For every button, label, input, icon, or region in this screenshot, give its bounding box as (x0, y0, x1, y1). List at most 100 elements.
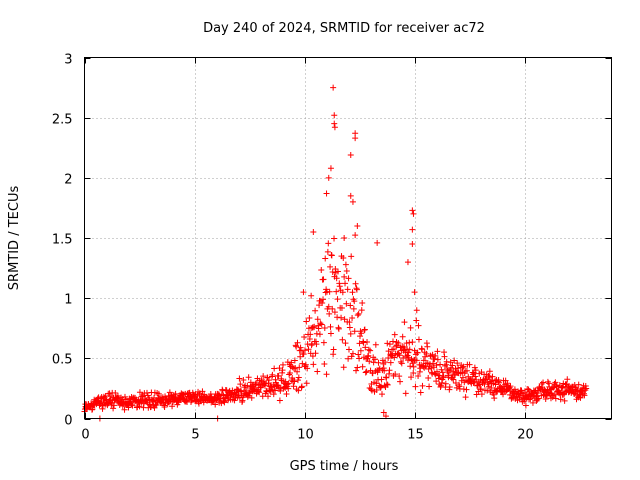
data-point (335, 325, 342, 332)
data-point (333, 288, 340, 295)
data-point (144, 392, 151, 399)
data-point (529, 399, 536, 406)
data-point (378, 376, 385, 383)
data-point (320, 296, 327, 303)
data-point (289, 364, 296, 371)
data-point (472, 373, 479, 380)
data-point (340, 255, 347, 262)
data-point (294, 368, 301, 375)
data-point (237, 381, 244, 388)
data-point (285, 380, 292, 387)
data-point (415, 372, 422, 379)
data-point (366, 358, 373, 365)
data-point (371, 356, 378, 363)
data-point (351, 298, 358, 305)
data-point (329, 268, 336, 275)
data-point (271, 365, 278, 372)
data-point (429, 351, 436, 358)
data-point (544, 392, 551, 399)
data-point (297, 353, 304, 360)
data-point (166, 389, 173, 396)
data-point (383, 381, 390, 388)
x-tick-label: 20 (517, 428, 534, 443)
data-point (360, 339, 367, 346)
data-point (310, 361, 317, 368)
data-point (473, 391, 480, 398)
data-point (486, 374, 493, 381)
data-point (334, 314, 341, 321)
data-point (199, 388, 206, 395)
data-point (434, 368, 441, 375)
data-point (336, 283, 343, 290)
data-point (310, 228, 317, 235)
data-point (362, 369, 369, 376)
data-point (107, 393, 114, 400)
data-point (295, 374, 302, 381)
data-point (288, 359, 295, 366)
data-point (303, 318, 310, 325)
data-point (378, 383, 385, 390)
data-point (575, 381, 582, 388)
data-point (534, 396, 541, 403)
data-point (161, 404, 168, 411)
data-point (375, 359, 382, 366)
data-point (306, 315, 313, 322)
x-tick-label: 10 (297, 428, 314, 443)
data-point (304, 365, 311, 372)
data-point (331, 309, 338, 316)
data-point (459, 374, 466, 381)
data-point (315, 325, 322, 332)
data-point (421, 364, 428, 371)
data-point (386, 367, 393, 374)
data-point (487, 389, 494, 396)
data-point (354, 312, 361, 319)
data-point (561, 397, 568, 404)
data-point (385, 355, 392, 362)
data-point (350, 305, 357, 312)
data-point (344, 286, 351, 293)
data-point (368, 387, 375, 394)
data-point (471, 364, 478, 371)
data-point (322, 255, 329, 262)
data-point (331, 235, 338, 242)
data-point (491, 395, 498, 402)
data-point (492, 381, 499, 388)
data-point (343, 267, 350, 274)
data-point (396, 352, 403, 359)
data-point (349, 350, 356, 357)
data-point (286, 371, 293, 378)
data-point (351, 328, 358, 335)
data-point (434, 348, 441, 355)
data-point (354, 222, 361, 229)
y-tick-label: 1 (64, 293, 72, 308)
data-point (410, 370, 417, 377)
data-point (260, 373, 267, 380)
data-point (437, 361, 444, 368)
data-point (403, 340, 410, 347)
data-point (341, 273, 348, 280)
data-point (331, 120, 338, 127)
data-point (558, 384, 565, 391)
data-point (294, 339, 301, 346)
data-point (353, 367, 360, 374)
data-point (341, 316, 348, 323)
data-point (405, 354, 412, 361)
data-point (380, 409, 387, 416)
data-point (329, 305, 336, 312)
data-point (522, 402, 529, 409)
data-point (352, 135, 359, 142)
data-point (392, 371, 399, 378)
data-point (485, 372, 492, 379)
data-point (326, 288, 333, 295)
data-point (415, 322, 422, 329)
data-point (372, 341, 379, 348)
data-point (462, 394, 469, 401)
data-point (289, 374, 296, 381)
data-point (314, 368, 321, 375)
data-point (540, 379, 547, 386)
data-point (324, 248, 331, 255)
data-point (420, 357, 427, 364)
data-point (413, 357, 420, 364)
data-point (240, 376, 247, 383)
